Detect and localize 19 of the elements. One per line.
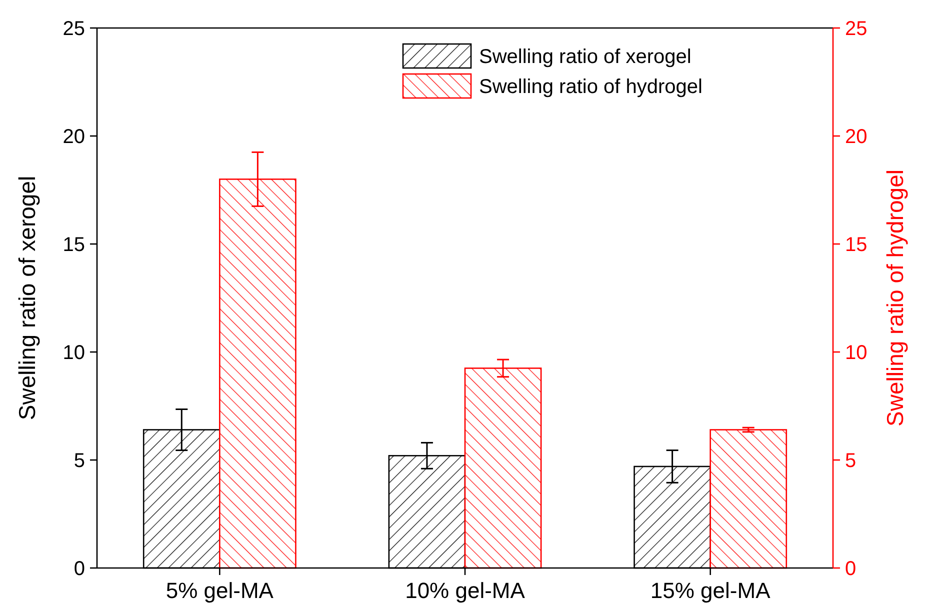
legend-label: Swelling ratio of xerogel [479, 46, 692, 68]
x-tick-label: 10% gel-MA [405, 578, 526, 603]
x-tick-label: 15% gel-MA [650, 578, 771, 603]
y2-tick-label: 25 [845, 18, 868, 40]
y-tick-label: 5 [74, 450, 85, 472]
y-tick-label: 15 [62, 234, 85, 256]
y2-tick-label: 10 [845, 342, 868, 364]
y-tick-label: 0 [74, 558, 85, 580]
y2-axis-title: Swelling ratio of hydrogel [882, 170, 908, 426]
y-axis-title: Swelling ratio of xerogel [14, 176, 40, 420]
y-tick-label: 25 [62, 18, 85, 40]
y2-tick-label: 5 [845, 450, 856, 472]
y2-tick-label: 0 [845, 558, 856, 580]
y2-tick-label: 15 [845, 234, 868, 256]
legend-label: Swelling ratio of hydrogel [479, 76, 702, 98]
y-tick-label: 10 [62, 342, 85, 364]
y2-tick-label: 20 [845, 126, 868, 148]
y-tick-label: 20 [62, 126, 85, 148]
x-tick-label: 5% gel-MA [166, 578, 274, 603]
